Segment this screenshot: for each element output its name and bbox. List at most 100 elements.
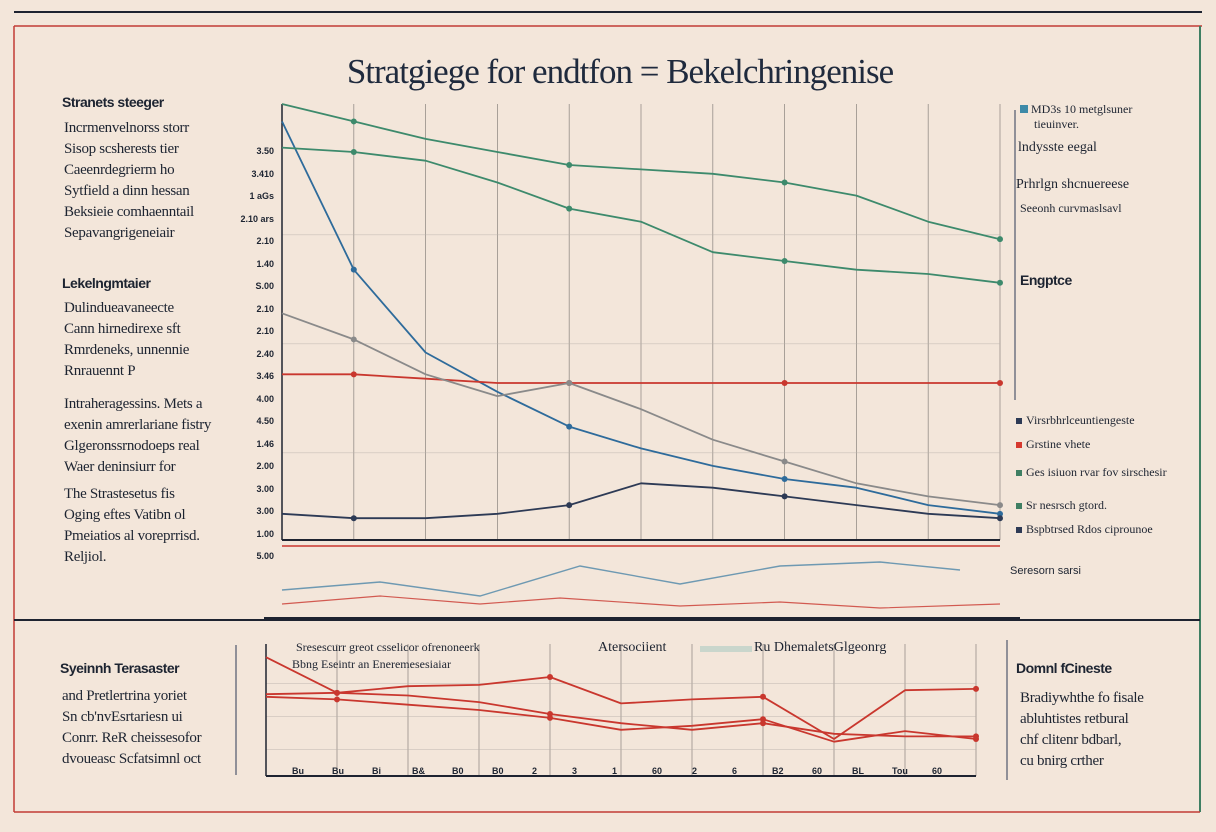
legend-item: Sr nesrsch gtord.: [1016, 498, 1107, 513]
y-tick-label: 1.46: [256, 438, 274, 449]
x-tick-label: Bu: [332, 766, 344, 776]
data-point: [760, 720, 766, 727]
legend-swatch: [1016, 503, 1022, 509]
data-point: [566, 205, 573, 212]
legend-item: Virsrbhrlceuntiengeste: [1016, 413, 1135, 428]
right-legend-line-3: lndysste eegal: [1018, 140, 1097, 155]
lower-right-line: chf clitenr bdbarl,: [1020, 732, 1122, 748]
series-line-0: [281, 121, 1001, 515]
data-point: [781, 179, 788, 186]
y-tick-label: 4.00: [256, 393, 274, 404]
left-line: Sisop scsherests tier: [64, 141, 179, 157]
lower-left-line: and Pretlertrina yoriet: [62, 688, 187, 704]
x-tick-label: B0: [452, 766, 464, 776]
data-point: [997, 279, 1003, 286]
x-tick-label: 1: [612, 766, 618, 776]
x-tick-label: 60: [812, 766, 823, 776]
right-heading: Prhrlgn shcnuereese: [1016, 177, 1130, 192]
data-point: [350, 118, 357, 125]
lower-right-label: Ru DhemaletsGlgeonrg: [754, 640, 887, 655]
y-tick-label: 2.10: [256, 303, 274, 314]
left-line: Intraheragessins. Mets a: [64, 396, 203, 412]
lower-left-paragraph: and Pretlertrina yoriet Sn cb'nvEsrtarie…: [62, 686, 202, 770]
lower-plot: [265, 644, 979, 777]
x-tick-label: 6: [732, 766, 738, 776]
y-tick-label: 3.410: [251, 168, 274, 179]
data-point: [566, 423, 573, 430]
data-point: [997, 236, 1003, 243]
legend-swatch: [1016, 527, 1022, 533]
legend-item: Bspbtrsed Rdos ciprounoe: [1016, 522, 1153, 537]
upper-right-note: Seresorn sarsi: [1010, 565, 1081, 577]
legend-swatch: [1016, 470, 1022, 476]
data-point: [760, 693, 766, 700]
lower-right-line: cu bnirg crther: [1020, 753, 1104, 769]
lower-left-line: Sn cb'nvEsrtariesn ui: [62, 709, 183, 725]
data-point: [997, 515, 1003, 522]
left-line: Oging eftes Vatibn ol: [64, 507, 186, 523]
series-line-2: [265, 691, 976, 738]
data-point: [781, 493, 788, 500]
data-point: [997, 510, 1003, 517]
left-line: The Strastesetus fis: [64, 486, 175, 502]
data-point: [566, 162, 573, 169]
x-tick-label: Bu: [292, 766, 304, 776]
right-subheading: Seeonh curvmaslsavl: [1020, 201, 1122, 215]
series-line-3: [282, 373, 1000, 384]
legend-item: Ges isiuon rvar fov sirschesir: [1016, 465, 1167, 480]
lower-legend-line-2: Bbng Eseintr an Eneremesesiaiar: [292, 657, 451, 671]
y-tick-label: 3.50: [256, 146, 274, 156]
right-legend-text: MD3s 10 metglsuner: [1031, 102, 1133, 116]
left-line: Cann hirnedirexe sft: [64, 321, 181, 337]
series-line-5: [281, 482, 1001, 520]
left-line: Sepavangrigeneiair: [64, 225, 175, 241]
x-tick-label: B2: [772, 766, 784, 776]
x-tick-label: Tou: [892, 766, 908, 776]
right-legend-line-1: MD3s 10 metglsuner: [1020, 102, 1132, 117]
legend-swatch: [1016, 418, 1022, 424]
data-point: [781, 458, 788, 465]
chart-title: Stratgiege for endtfon = Bekelchringenis…: [346, 52, 894, 91]
data-point: [781, 380, 788, 387]
data-point: [334, 696, 340, 703]
legend-item: Grstine vhete: [1016, 437, 1090, 452]
series-line-1: [281, 146, 1001, 284]
left-line: exenin amrerlariane fistry: [64, 417, 212, 433]
data-point: [350, 266, 357, 273]
data-point: [973, 733, 979, 740]
left-line: Incrmenvelnorss storr: [64, 120, 189, 136]
x-tick-label: 60: [932, 766, 943, 776]
y-tick-label: 5.00: [256, 551, 274, 561]
y-tick-label: 2.10: [256, 236, 274, 246]
x-tick-label: BL: [852, 766, 864, 776]
lower-right-heading: Domnl fCineste: [1016, 660, 1112, 676]
data-point: [973, 685, 979, 692]
left-line: Caeenrdegrierm ho: [64, 162, 175, 178]
x-tick-label: Bi: [372, 766, 381, 776]
left-paragraph-1: Incrmenvelnorss storr Sisop scsherests t…: [64, 118, 194, 244]
lower-legend-line-1: Sresescurr greot csselicor ofrenoneerk: [296, 640, 480, 654]
y-tick-label: 4.50: [256, 416, 274, 426]
legend-text: Grstine vhete: [1026, 437, 1091, 451]
data-point: [350, 371, 357, 378]
y-tick-label: 2.10: [256, 326, 274, 336]
y-tick-label: 3.00: [256, 483, 274, 494]
legend-swatch: [1020, 105, 1028, 113]
series-line-1: [265, 695, 977, 743]
x-tick-label: 60: [652, 766, 663, 776]
y-tick-label: 3.46: [256, 371, 274, 381]
left-line: Waer deninsiurr for: [64, 459, 176, 475]
band-series-1: [281, 561, 961, 597]
left-heading-1: Stranets steeger: [62, 94, 164, 110]
right-legend-line-2: tieuinver.: [1034, 117, 1079, 131]
lower-center-label: Atersociient: [598, 640, 667, 655]
x-tick-label: 3: [572, 766, 578, 776]
y-tick-label: 1.00: [256, 528, 274, 539]
lower-left-heading: Syeinnh Terasaster: [60, 660, 180, 676]
x-tick-label: 2: [532, 766, 538, 776]
y-tick-label: S.00: [255, 281, 274, 291]
legend-text: Ges isiuon rvar fov sirschesir: [1026, 465, 1167, 479]
left-line: Sytfield a dinn hessan: [64, 183, 190, 199]
y-tick-label: 3.00: [256, 506, 274, 516]
legend-swatch: [1016, 442, 1022, 448]
